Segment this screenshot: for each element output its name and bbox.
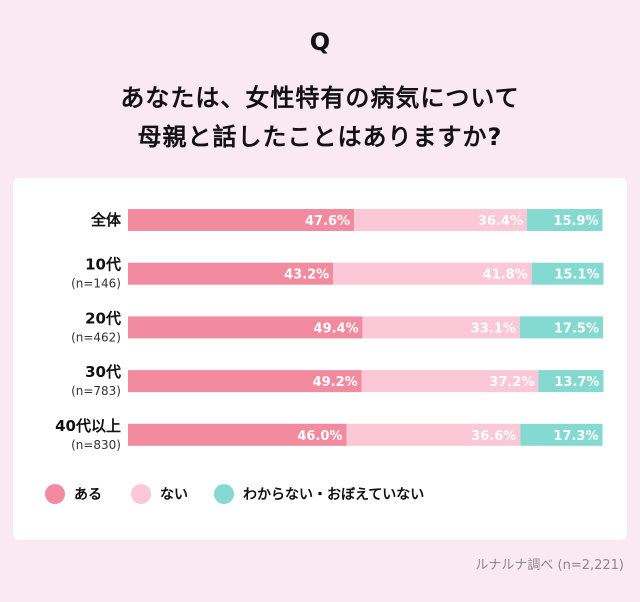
bar-segment <box>361 370 539 393</box>
bar-segment <box>362 316 520 339</box>
bar-segment <box>346 423 521 446</box>
bar-segment <box>333 262 532 285</box>
category-label: 全体 <box>90 211 122 229</box>
bar-segment <box>128 316 363 339</box>
category-label: 40代以上 <box>55 417 121 435</box>
legend-label: ない <box>160 487 188 503</box>
legend-label: わからない・おぼえていない <box>243 487 424 503</box>
data-label: 13.7% <box>554 375 599 390</box>
bar-segment <box>128 209 355 231</box>
bar-segment <box>520 423 603 446</box>
legend-swatch <box>45 484 65 504</box>
question-title-line-1: あなたは、女性特有の病気について <box>120 84 520 112</box>
legend-label: ある <box>74 487 102 503</box>
data-label: 15.1% <box>554 268 599 283</box>
legend-swatch <box>131 484 151 504</box>
chart-card <box>13 178 627 540</box>
data-label: 17.5% <box>554 321 599 336</box>
bar-segment <box>354 209 527 231</box>
bar-segment <box>128 423 347 446</box>
data-label: 43.2% <box>284 268 329 283</box>
data-label: 36.4% <box>478 214 523 229</box>
category-label: 10代 <box>85 256 121 274</box>
question-mark: Q <box>309 28 331 56</box>
data-label: 47.6% <box>305 214 350 229</box>
category-label: 30代 <box>85 363 121 381</box>
category-sample-size: (n=830) <box>71 438 121 452</box>
bar-segment <box>527 209 603 231</box>
category-sample-size: (n=783) <box>71 384 121 398</box>
data-label: 49.4% <box>314 321 359 336</box>
data-label: 37.2% <box>489 375 534 390</box>
data-label: 17.3% <box>553 429 598 444</box>
bar-segment <box>538 370 604 393</box>
bar-segment <box>531 262 604 285</box>
bar-segment <box>128 370 362 393</box>
bar-segment <box>519 316 603 339</box>
data-label: 49.2% <box>313 375 358 390</box>
data-label: 33.1% <box>471 321 516 336</box>
data-label: 15.9% <box>553 214 598 229</box>
data-label: 41.8% <box>483 268 528 283</box>
source-note: ルナルナ調べ (n=2,221) <box>475 558 624 573</box>
bar-segment <box>128 262 334 285</box>
data-label: 46.0% <box>297 429 342 444</box>
category-label: 20代 <box>85 309 121 327</box>
category-sample-size: (n=462) <box>71 330 121 344</box>
category-sample-size: (n=146) <box>71 277 121 291</box>
question-title-line-2: 母親と話したことはありますか? <box>137 123 503 151</box>
legend-swatch <box>214 484 234 504</box>
data-label: 36.6% <box>471 429 516 444</box>
